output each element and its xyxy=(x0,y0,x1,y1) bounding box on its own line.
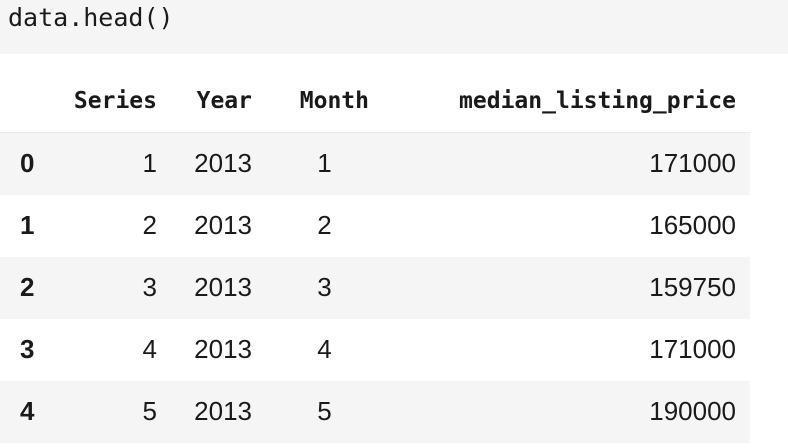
table-row: 0 1 2013 1 171000 xyxy=(0,132,750,195)
column-header-index xyxy=(0,70,52,133)
cell-output: Series Year Month median_listing_price 0… xyxy=(0,70,750,443)
cell-year: 2013 xyxy=(194,210,252,240)
cell-median-listing-price: 190000 xyxy=(649,396,736,426)
table-row: 4 5 2013 5 190000 xyxy=(0,380,750,443)
cell-month: 3 xyxy=(317,272,332,302)
column-header-median-listing-price: median_listing_price xyxy=(383,70,750,133)
cell-median-listing-price: 165000 xyxy=(649,210,736,240)
row-index: 1 xyxy=(20,210,35,240)
row-index: 0 xyxy=(20,148,35,179)
cell-median-listing-price: 171000 xyxy=(649,148,736,179)
code-cell-input[interactable]: data.head() xyxy=(0,0,788,54)
cell-year: 2013 xyxy=(194,148,252,179)
cell-series: 2 xyxy=(142,210,157,240)
row-index: 2 xyxy=(20,272,35,302)
cell-month: 4 xyxy=(317,334,332,364)
table-row: 3 4 2013 4 171000 xyxy=(0,318,750,381)
cell-year: 2013 xyxy=(194,272,252,302)
column-header-year: Year xyxy=(171,70,266,133)
cell-median-listing-price: 171000 xyxy=(649,334,736,364)
cell-year: 2013 xyxy=(194,334,252,364)
cell-series: 5 xyxy=(142,396,157,426)
dataframe-table: Series Year Month median_listing_price 0… xyxy=(0,70,750,443)
table-row: 1 2 2013 2 165000 xyxy=(0,194,750,257)
table-header-row: Series Year Month median_listing_price xyxy=(0,70,750,133)
table-row: 2 3 2013 3 159750 xyxy=(0,256,750,319)
column-header-month: Month xyxy=(266,70,383,133)
cell-series: 4 xyxy=(142,334,157,364)
cell-series: 1 xyxy=(142,148,157,179)
cell-month: 2 xyxy=(317,210,332,240)
cell-month: 5 xyxy=(317,396,332,426)
cell-median-listing-price: 159750 xyxy=(649,272,736,302)
column-header-series: Series xyxy=(52,70,171,133)
row-index: 4 xyxy=(20,396,35,426)
cell-month: 1 xyxy=(317,148,332,179)
row-index: 3 xyxy=(20,334,35,364)
cell-year: 2013 xyxy=(194,396,252,426)
code-text: data.head() xyxy=(8,3,174,32)
cell-series: 3 xyxy=(142,272,157,302)
